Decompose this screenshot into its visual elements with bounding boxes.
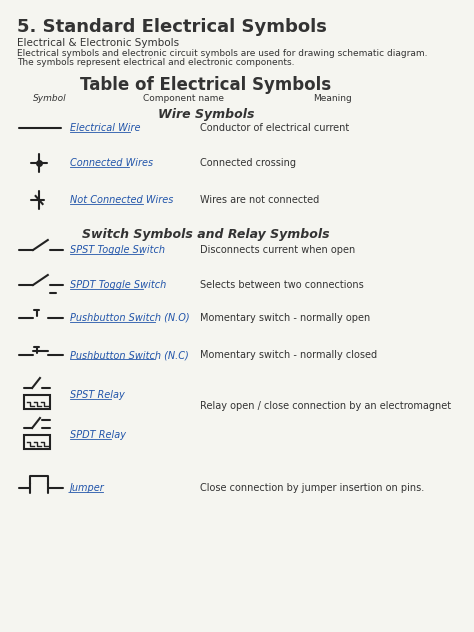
Text: Not Connected Wires: Not Connected Wires — [70, 195, 173, 205]
Text: Table of Electrical Symbols: Table of Electrical Symbols — [81, 76, 331, 94]
Text: Close connection by jumper insertion on pins.: Close connection by jumper insertion on … — [200, 483, 424, 493]
Text: Disconnects current when open: Disconnects current when open — [200, 245, 355, 255]
Bar — [24, 395, 50, 409]
Text: Jumper: Jumper — [70, 483, 104, 493]
Text: SPDT Relay: SPDT Relay — [70, 430, 126, 440]
Text: Pushbutton Switch (N.C): Pushbutton Switch (N.C) — [70, 350, 188, 360]
Text: The symbols represent electrical and electronic components.: The symbols represent electrical and ele… — [18, 58, 295, 67]
Text: Conductor of electrical current: Conductor of electrical current — [200, 123, 349, 133]
Text: Electrical Wire: Electrical Wire — [70, 123, 140, 133]
Text: Wire Symbols: Wire Symbols — [158, 108, 254, 121]
Text: SPDT Toggle Switch: SPDT Toggle Switch — [70, 280, 166, 290]
Text: Momentary switch - normally closed: Momentary switch - normally closed — [200, 350, 377, 360]
Text: Meaning: Meaning — [313, 94, 352, 103]
Text: Component name: Component name — [144, 94, 224, 103]
Text: Momentary switch - normally open: Momentary switch - normally open — [200, 313, 370, 323]
Text: Electrical & Electronic Symbols: Electrical & Electronic Symbols — [18, 38, 180, 48]
Text: Wires are not connected: Wires are not connected — [200, 195, 319, 205]
Text: SPST Toggle Switch: SPST Toggle Switch — [70, 245, 164, 255]
Text: Relay open / close connection by an electromagnet: Relay open / close connection by an elec… — [200, 401, 451, 411]
Text: 5. Standard Electrical Symbols: 5. Standard Electrical Symbols — [18, 18, 327, 36]
Text: Selects between two connections: Selects between two connections — [200, 280, 364, 290]
Text: Connected crossing: Connected crossing — [200, 158, 296, 168]
Text: Symbol: Symbol — [33, 94, 67, 103]
Bar — [24, 435, 50, 449]
Text: Connected Wires: Connected Wires — [70, 158, 153, 168]
Text: Pushbutton Switch (N.O): Pushbutton Switch (N.O) — [70, 313, 189, 323]
Text: Electrical symbols and electronic circuit symbols are used for drawing schematic: Electrical symbols and electronic circui… — [18, 49, 428, 58]
Text: Switch Symbols and Relay Symbols: Switch Symbols and Relay Symbols — [82, 228, 330, 241]
Text: SPST Relay: SPST Relay — [70, 390, 124, 400]
